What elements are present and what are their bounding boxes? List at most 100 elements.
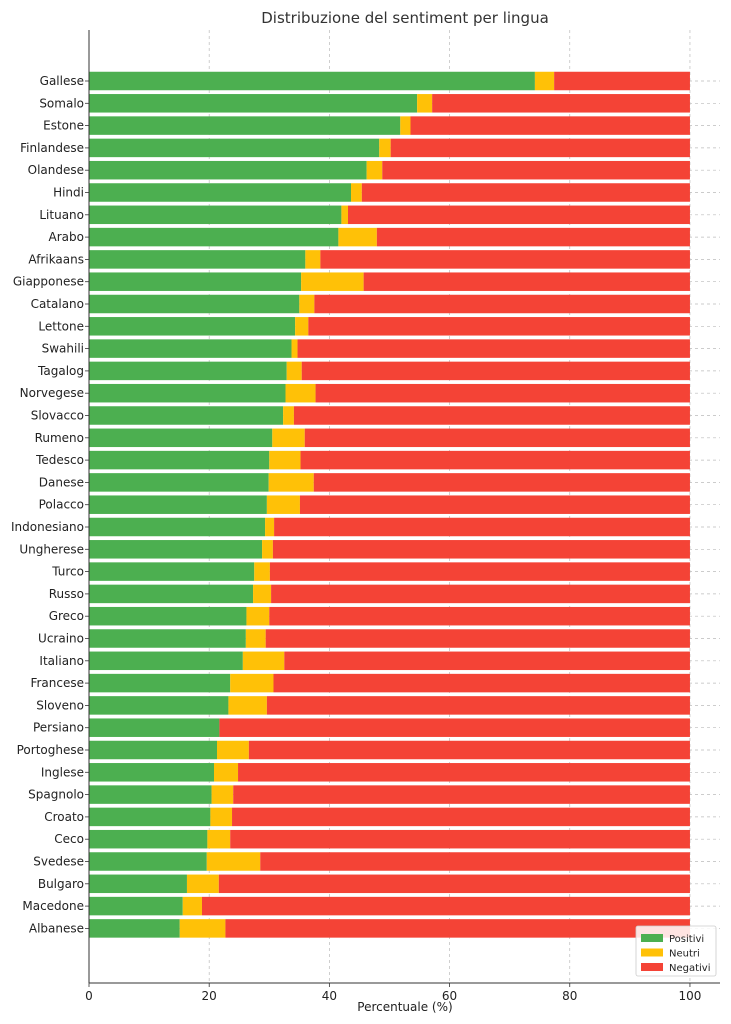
x-tick-label: 0 (85, 989, 93, 1003)
bar-neutri-catalano (299, 294, 315, 314)
y-tick-label: Russo (49, 587, 84, 601)
y-tick-label: Croato (44, 810, 84, 824)
bar-neutri-lituano (341, 205, 349, 225)
legend: Positivi Neutri Negativi (635, 925, 717, 977)
bar-positivi-hindi (89, 183, 352, 202)
bar-neutri-ucraino (245, 629, 266, 648)
bar-negativi-lettone (308, 317, 690, 336)
y-tick-label: Catalano (31, 297, 84, 311)
y-tick-labels: Gallese Somalo Estone Finlandese Olandese Hin… (11, 74, 84, 935)
bar-negativi-ceco (230, 829, 690, 849)
bar-negativi-finlandese (390, 138, 690, 158)
bar-positivi-bulgaro (89, 874, 187, 894)
y-tick-label: Ungherese (19, 542, 84, 556)
bar-positivi-tagalog (89, 361, 287, 381)
bar-positivi-spagnolo (89, 785, 212, 804)
bar-positivi-francese (89, 673, 231, 693)
bar-negativi-arabo (376, 227, 690, 247)
bar-neutri-swahili (291, 339, 298, 358)
bar-positivi-ucraino (89, 629, 246, 648)
bar-positivi-tedesco (89, 450, 270, 470)
bar-positivi-estone (89, 116, 401, 135)
bar-negativi-indonesiano (274, 517, 690, 537)
bar-neutri-giapponese (301, 272, 364, 291)
bar-positivi-catalano (89, 294, 300, 314)
bars (89, 71, 690, 938)
y-tick-label: Albanese (29, 921, 84, 935)
bar-positivi-olandese (89, 160, 367, 180)
bar-neutri-hindi (351, 183, 362, 202)
y-tick-label: Greco (49, 609, 84, 623)
bar-neutri-gallese (534, 71, 555, 91)
bar-positivi-rumeno (89, 428, 273, 448)
y-tick-label: Lituano (39, 208, 84, 222)
bar-negativi-estone (410, 116, 690, 135)
bar-positivi-inglese (89, 763, 214, 782)
bar-positivi-afrikaans (89, 250, 306, 269)
y-tick-label: Svedese (33, 855, 84, 869)
bar-positivi-polacco (89, 495, 267, 514)
x-tick-label: 60 (442, 989, 457, 1003)
x-tick-label: 100 (678, 989, 701, 1003)
x-tick-label: 80 (562, 989, 577, 1003)
bar-neutri-estone (400, 116, 411, 135)
bar-positivi-svedese (89, 852, 207, 871)
y-tick-label: Turco (51, 565, 84, 579)
bar-negativi-catalano (314, 294, 690, 314)
y-tick-label: Polacco (39, 498, 84, 512)
bar-positivi-swahili (89, 339, 292, 358)
x-tick-label: 20 (202, 989, 217, 1003)
bar-negativi-ungherese (272, 540, 690, 559)
bar-positivi-indonesiano (89, 517, 266, 537)
y-tick-label: Sloveno (36, 698, 84, 712)
x-ticks: 0 20 40 60 80 100 (85, 983, 701, 1003)
bar-positivi-slovacco (89, 406, 284, 425)
y-tick-label: Afrikaans (28, 252, 84, 266)
bar-negativi-slovacco (293, 406, 690, 425)
bar-negativi-spagnolo (233, 785, 690, 804)
y-tick-label: Persiano (33, 721, 84, 735)
bar-negativi-russo (271, 584, 690, 604)
bar-negativi-olandese (382, 160, 690, 180)
bar-negativi-macedone (201, 896, 690, 916)
bar-negativi-bulgaro (218, 874, 690, 894)
bar-negativi-tagalog (301, 361, 690, 381)
bar-negativi-norvegese (315, 383, 690, 403)
y-tick-label: Spagnolo (28, 788, 84, 802)
bar-neutri-inglese (213, 763, 239, 782)
bar-neutri-afrikaans (305, 250, 321, 269)
y-tick-label: Indonesiano (11, 520, 84, 534)
y-tick-label: Arabo (49, 230, 84, 244)
bar-neutri-spagnolo (211, 785, 234, 804)
y-tick-label: Francese (30, 676, 84, 690)
y-tick-label: Rumeno (35, 431, 84, 445)
bar-neutri-olandese (366, 160, 383, 180)
bar-neutri-sloveno (228, 696, 267, 715)
axes (85, 30, 720, 984)
bar-negativi-gallese (554, 71, 690, 91)
y-tick-label: Somalo (39, 96, 84, 110)
bar-neutri-turco (254, 562, 270, 581)
legend-label-neutri: Neutri (669, 949, 700, 960)
bar-negativi-lituano (348, 205, 690, 225)
y-tick-label: Olandese (28, 163, 84, 177)
bar-neutri-svedese (206, 852, 261, 871)
bar-negativi-turco (269, 562, 690, 581)
bar-neutri-finlandese (379, 138, 391, 158)
bar-neutri-ungherese (262, 540, 273, 559)
bar-negativi-italiano (284, 651, 690, 671)
bar-neutri-norvegese (285, 383, 316, 403)
bar-neutri-russo (253, 584, 272, 604)
bar-positivi-sloveno (89, 696, 229, 715)
bar-neutri-indonesiano (265, 517, 275, 537)
y-tick-label: Tedesco (35, 453, 84, 467)
y-tick-label: Inglese (41, 765, 84, 779)
bar-positivi-persiano (89, 718, 220, 737)
bar-negativi-rumeno (304, 428, 690, 448)
bar-positivi-italiano (89, 651, 243, 671)
bar-negativi-somalo (432, 94, 690, 113)
bar-negativi-polacco (299, 495, 690, 514)
bar-negativi-sloveno (266, 696, 690, 715)
bar-positivi-macedone (89, 896, 183, 916)
bar-negativi-francese (273, 673, 690, 693)
